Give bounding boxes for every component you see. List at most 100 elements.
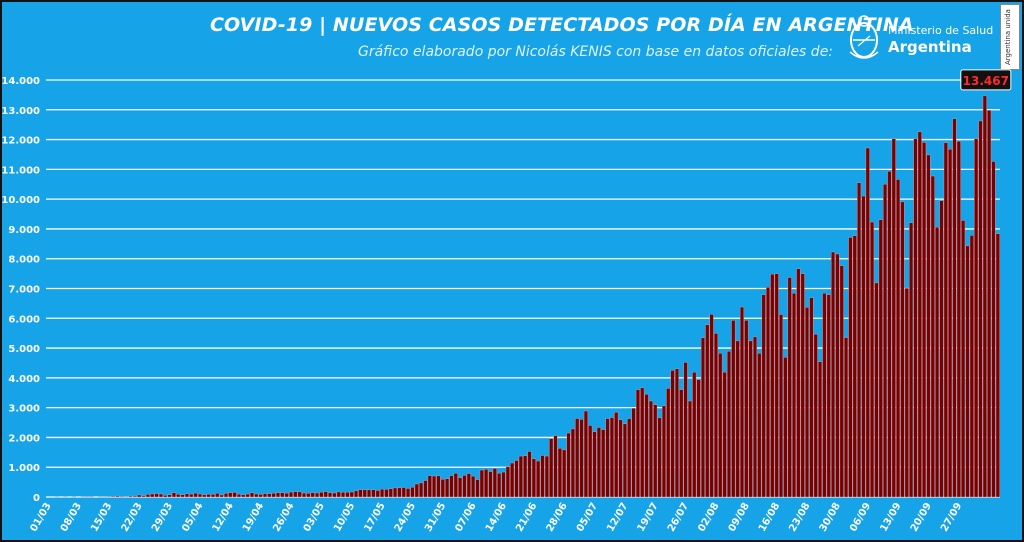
bar xyxy=(540,455,545,498)
bar xyxy=(371,489,376,498)
x-tick-label: 02/08 xyxy=(696,501,721,534)
bar xyxy=(332,492,337,498)
y-tick-label: 1.000 xyxy=(8,463,40,474)
bar xyxy=(228,492,233,498)
bar xyxy=(193,492,198,498)
bar xyxy=(826,294,831,498)
bar xyxy=(739,306,745,498)
bar xyxy=(275,492,281,498)
x-tick-label: 26/04 xyxy=(271,501,296,534)
x-tick-label: 05/07 xyxy=(575,501,600,534)
bar xyxy=(805,307,810,498)
bar xyxy=(336,491,341,498)
bar xyxy=(171,492,176,498)
bar xyxy=(765,287,771,498)
bar xyxy=(722,371,727,498)
bar xyxy=(835,253,840,498)
bar xyxy=(210,494,215,498)
bar xyxy=(800,273,805,498)
bar xyxy=(861,195,866,498)
bar xyxy=(687,400,692,498)
x-tick-label: 19/04 xyxy=(241,501,266,534)
bar xyxy=(618,419,623,498)
bar xyxy=(158,493,163,498)
bar xyxy=(922,142,927,498)
bar xyxy=(549,438,554,498)
bar xyxy=(271,493,276,498)
bar xyxy=(978,120,983,498)
bar xyxy=(726,351,731,498)
bar xyxy=(930,175,935,498)
bar xyxy=(865,147,870,498)
x-tick-label: 10/05 xyxy=(332,501,357,534)
y-tick-label: 8.000 xyxy=(8,255,40,266)
bar xyxy=(609,417,614,498)
bar xyxy=(401,487,406,498)
bar xyxy=(991,161,996,498)
bar xyxy=(896,179,901,498)
y-tick-label: 14.000 xyxy=(2,76,40,87)
bar xyxy=(119,496,124,498)
bar xyxy=(367,489,372,498)
bar xyxy=(562,449,567,498)
bar xyxy=(757,353,762,498)
bar xyxy=(492,468,497,498)
bar xyxy=(497,473,502,498)
bar xyxy=(345,492,350,498)
bar xyxy=(883,183,888,498)
x-tick-label: 15/03 xyxy=(89,501,114,534)
bar xyxy=(948,149,953,498)
bar xyxy=(427,475,432,498)
bar xyxy=(223,493,228,498)
ministry-country: Argentina xyxy=(888,38,972,56)
bar xyxy=(792,293,797,498)
bar xyxy=(796,268,801,498)
bar xyxy=(358,489,363,498)
y-tick-label: 0 xyxy=(33,493,40,504)
bar xyxy=(917,131,922,498)
y-tick-label: 7.000 xyxy=(8,285,40,296)
bar xyxy=(852,235,857,498)
bar xyxy=(601,429,606,498)
bar xyxy=(961,220,966,498)
bar xyxy=(458,477,463,498)
bar xyxy=(627,418,632,498)
x-tick-label: 21/06 xyxy=(514,501,539,534)
bar xyxy=(570,428,575,498)
bar xyxy=(657,417,662,498)
bar xyxy=(822,293,827,498)
bar xyxy=(466,473,471,498)
bar xyxy=(857,182,862,498)
bar xyxy=(952,118,957,498)
bar xyxy=(588,425,593,498)
x-tick-label: 07/06 xyxy=(453,501,478,534)
bar xyxy=(384,489,389,498)
bar xyxy=(128,495,133,498)
bar xyxy=(718,353,723,498)
bar xyxy=(956,141,961,498)
bar xyxy=(553,435,558,498)
bar xyxy=(362,489,367,498)
bar xyxy=(661,405,666,498)
y-tick-label: 9.000 xyxy=(8,225,40,236)
bar xyxy=(744,320,749,498)
bar xyxy=(479,469,484,498)
x-tick-label: 27/09 xyxy=(939,501,964,534)
bar xyxy=(969,235,974,498)
bar xyxy=(414,483,419,498)
bar xyxy=(293,491,298,498)
x-tick-label: 20/09 xyxy=(909,501,934,534)
x-tick-label: 12/04 xyxy=(211,501,236,534)
bar xyxy=(531,458,536,498)
y-tick-label: 11.000 xyxy=(2,165,40,176)
bar xyxy=(284,492,289,498)
bar xyxy=(566,432,571,498)
x-tick-label: 30/08 xyxy=(818,501,843,534)
bar xyxy=(622,423,627,498)
max-value-label: 13.467 xyxy=(963,74,1009,88)
y-tick-label: 3.000 xyxy=(8,404,40,415)
x-tick-label: 03/05 xyxy=(302,501,327,534)
y-tick-label: 10.000 xyxy=(2,195,40,206)
bar xyxy=(306,493,311,498)
